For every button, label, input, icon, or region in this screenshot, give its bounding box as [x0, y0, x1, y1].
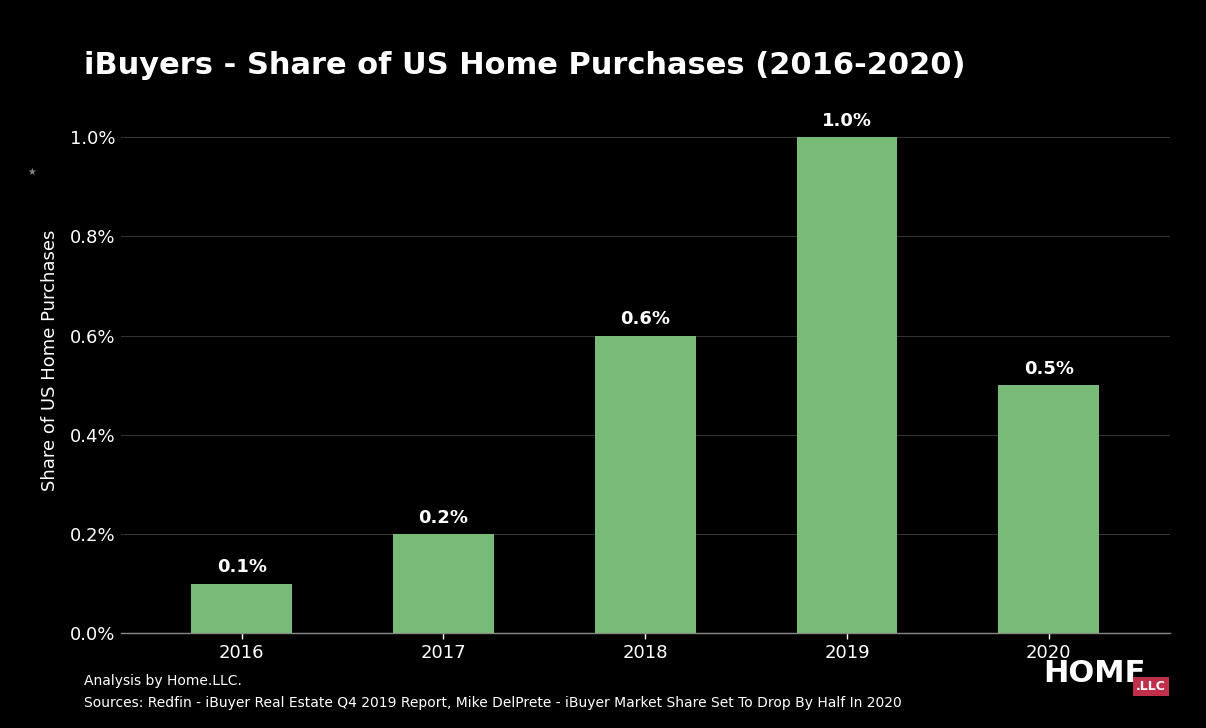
Bar [595, 336, 696, 633]
Bar [393, 534, 494, 633]
Bar [192, 584, 292, 633]
Text: .LLC: .LLC [1136, 680, 1166, 693]
Text: 0.1%: 0.1% [217, 558, 267, 577]
Text: 0.6%: 0.6% [620, 310, 671, 328]
Text: 0.2%: 0.2% [418, 509, 468, 526]
Text: ★: ★ [27, 167, 36, 177]
Text: Analysis by Home.LLC.: Analysis by Home.LLC. [84, 674, 242, 688]
Bar [999, 385, 1099, 633]
Bar [796, 137, 897, 633]
Text: Sources: Redfin - iBuyer Real Estate Q4 2019 Report, Mike DelPrete - iBuyer Mark: Sources: Redfin - iBuyer Real Estate Q4 … [84, 696, 902, 710]
Text: HOME: HOME [1043, 659, 1146, 688]
Text: 0.5%: 0.5% [1024, 360, 1073, 378]
Y-axis label: Share of US Home Purchases: Share of US Home Purchases [41, 229, 59, 491]
Text: 1.0%: 1.0% [822, 111, 872, 130]
Text: iBuyers - Share of US Home Purchases (2016-2020): iBuyers - Share of US Home Purchases (20… [84, 51, 966, 80]
